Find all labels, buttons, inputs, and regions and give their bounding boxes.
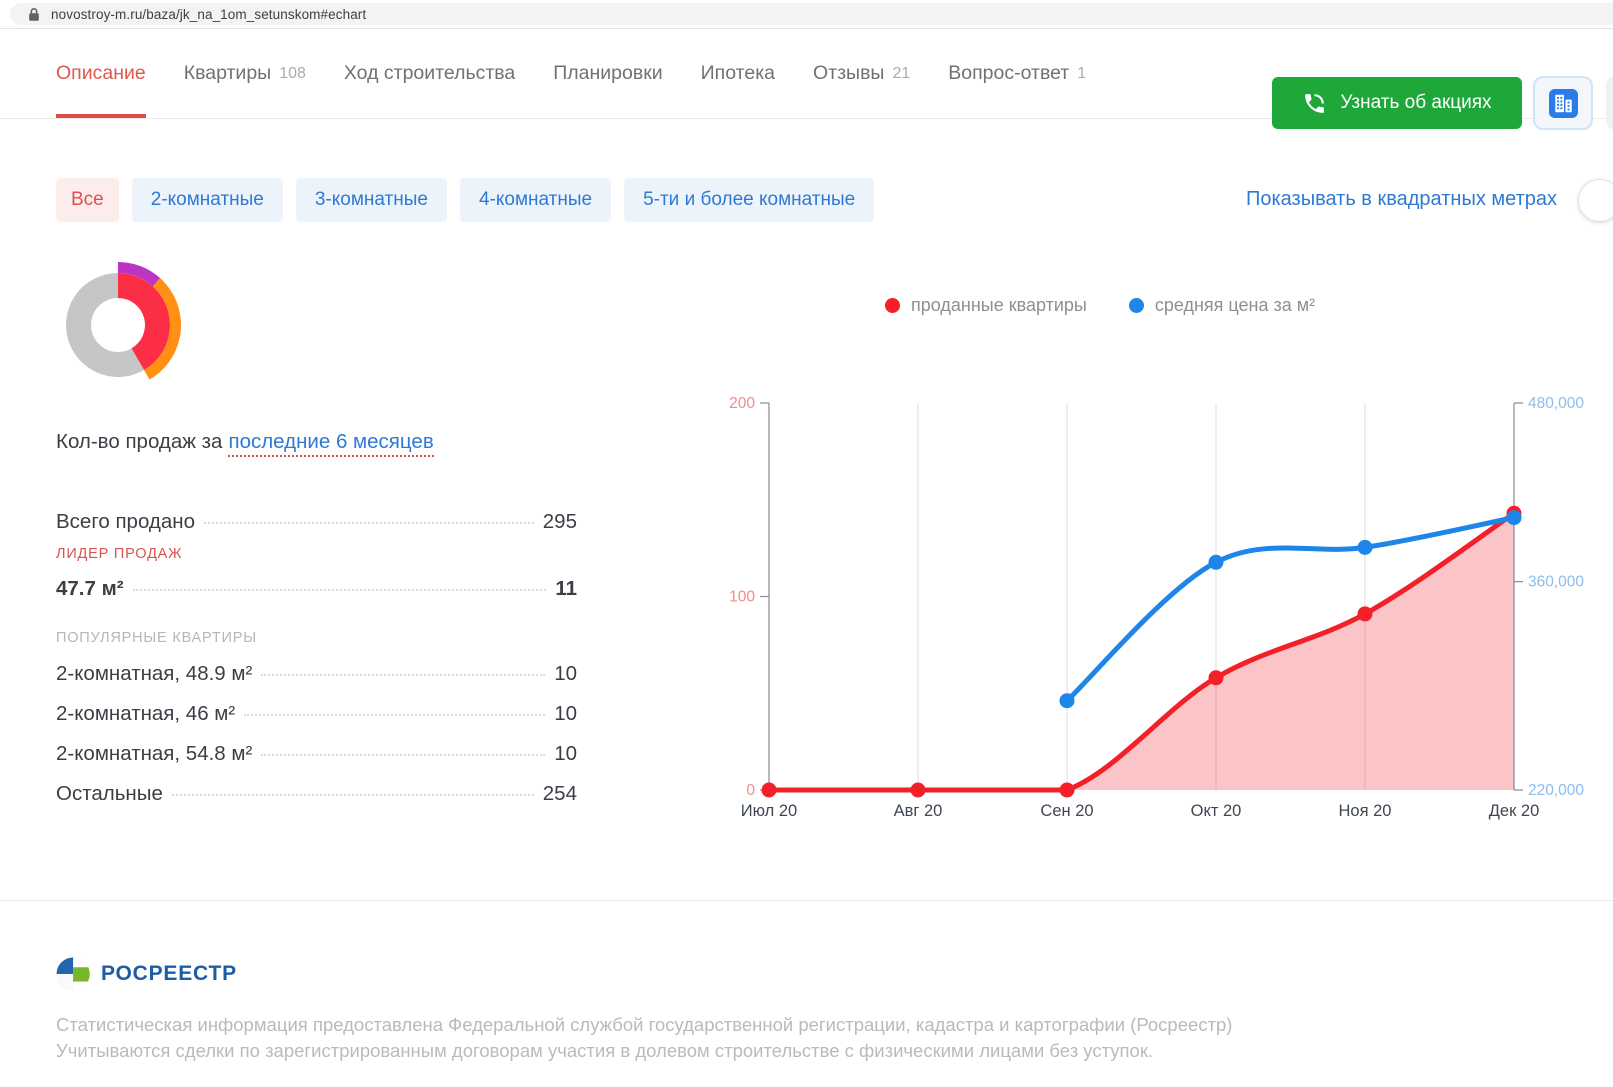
stats-title: Кол-во продаж за последние 6 месяцев xyxy=(56,430,577,457)
nav-tab-description[interactable]: Описание xyxy=(56,29,146,118)
leader-heading: ЛИДЕР ПРОДАЖ xyxy=(56,546,183,562)
filter-5plus-rooms[interactable]: 5-ти и более комнатные xyxy=(624,178,875,222)
dotted-leader xyxy=(171,794,534,796)
url-field[interactable]: novostroy-m.ru/baza/jk_na_1om_setunskom#… xyxy=(10,3,1613,25)
reviews-count-badge: 21 xyxy=(892,64,911,82)
dotted-leader xyxy=(261,674,546,676)
stat-row-total: Всего продано 295 xyxy=(56,510,577,533)
donut-segment-sold-share xyxy=(118,273,170,371)
period-link[interactable]: последние 6 месяцев xyxy=(228,430,434,457)
promo-button-label: Узнать об акциях xyxy=(1340,92,1492,113)
nav-tab-reviews[interactable]: Отзывы 21 xyxy=(813,62,911,84)
lock-icon xyxy=(29,7,39,21)
legend-item-avg-price[interactable]: средняя цена за м² xyxy=(1128,295,1315,316)
dotted-leader xyxy=(204,522,534,524)
chart-legend: проданные квартиры средняя цена за м² xyxy=(885,295,1315,316)
nav-tab-apartments[interactable]: Квартиры 108 xyxy=(183,62,306,84)
donut-segment-outer-purple xyxy=(118,262,161,287)
apartments-count-badge: 108 xyxy=(279,64,306,82)
nav-tab-mortgage[interactable]: Ипотека xyxy=(700,62,776,84)
filter-3-rooms[interactable]: 3-комнатные xyxy=(295,178,447,222)
stat-row-rest: Остальные 254 xyxy=(56,782,577,805)
svg-text:Июл 20: Июл 20 xyxy=(741,802,797,820)
rosreestr-brand-text: РОСРЕЕСТР xyxy=(101,962,237,985)
stat-row-popular: 2-комнатная, 48.9 м² 10 xyxy=(56,662,577,685)
svg-text:360,000: 360,000 xyxy=(1528,574,1584,591)
dotted-leader xyxy=(261,754,546,756)
stat-row-popular: 2-комнатная, 54.8 м² 10 xyxy=(56,742,577,765)
nav-tab-questions[interactable]: Вопрос-ответ 1 xyxy=(948,62,1087,84)
popular-heading: ПОПУЛЯРНЫЕ КВАРТИРЫ xyxy=(56,630,257,646)
browser-address-bar: novostroy-m.ru/baza/jk_na_1om_setunskom#… xyxy=(0,0,1613,29)
legend-dot-avg-price xyxy=(1128,298,1144,313)
rosreestr-logo-icon xyxy=(56,957,90,991)
filter-all[interactable]: Все xyxy=(56,178,119,222)
svg-text:Сен 20: Сен 20 xyxy=(1040,802,1093,820)
sales-stats-panel: Кол-во продаж за последние 6 месяцев Всег… xyxy=(56,430,577,806)
legend-dot-sold xyxy=(885,298,900,313)
url-text: novostroy-m.ru/baza/jk_na_1om_setunskom#… xyxy=(51,6,367,22)
legend-item-sold[interactable]: проданные квартиры xyxy=(885,295,1087,316)
units-toggle-label[interactable]: Показывать в квадратных метрах xyxy=(1245,188,1557,210)
svg-text:200: 200 xyxy=(729,395,755,412)
donut-segment-remaining-share xyxy=(66,273,144,377)
sales-price-chart: проданные квартиры средняя цена за м² 0 1… xyxy=(700,290,1613,830)
dotted-leader xyxy=(244,714,546,716)
nav-tabs: Описание Квартиры 108 Ход строительства П… xyxy=(56,29,1086,118)
svg-text:Окт 20: Окт 20 xyxy=(1191,802,1242,820)
filter-4-rooms[interactable]: 4-комнатные xyxy=(459,178,612,222)
nav-tab-layouts[interactable]: Планировки xyxy=(553,62,663,84)
top-navigation: Описание Квартиры 108 Ход строительства П… xyxy=(0,29,1613,130)
svg-text:480,000: 480,000 xyxy=(1528,395,1584,412)
promo-button[interactable]: Узнать об акциях xyxy=(1272,77,1522,129)
svg-text:0: 0 xyxy=(746,782,755,799)
room-filter-group: Все 2-комнатные 3-комнатные 4-комнатные … xyxy=(56,178,875,222)
svg-text:Ноя 20: Ноя 20 xyxy=(1339,802,1392,820)
footer-divider xyxy=(0,900,1613,901)
stat-row-popular: 2-комнатная, 46 м² 10 xyxy=(56,702,577,725)
questions-count-badge: 1 xyxy=(1077,64,1087,82)
buildings-view-button[interactable] xyxy=(1533,76,1593,130)
svg-text:Авг 20: Авг 20 xyxy=(894,802,943,820)
svg-text:100: 100 xyxy=(729,589,755,606)
footer-note-line1: Статистическая информация предоставлена … xyxy=(56,1014,1233,1035)
nav-tab-construction-progress[interactable]: Ход строительства xyxy=(343,62,516,84)
filter-2-rooms[interactable]: 2-комнатные xyxy=(131,178,283,222)
stat-row-leader: 47.7 м² 11 xyxy=(56,577,577,600)
building-icon xyxy=(1548,88,1578,118)
rosreestr-footer: РОСРЕЕСТР Статистическая информация пред… xyxy=(56,953,1516,1064)
sales-donut-chart xyxy=(53,260,183,390)
svg-text:Дек 20: Дек 20 xyxy=(1489,802,1540,820)
rosreestr-brand: РОСРЕЕСТР xyxy=(56,953,1516,995)
phone-icon xyxy=(1305,93,1325,113)
donut-segment-outer-orange xyxy=(144,278,182,380)
next-action-button-clipped[interactable] xyxy=(1606,76,1613,130)
chart-canvas[interactable]: 0 100 200 220,000 360,000 480,000 Июл 20 Авг 20… xyxy=(700,383,1613,828)
units-toggle-switch[interactable] xyxy=(1578,179,1613,222)
footer-note-line2: Учитываются сделки по зарегистрированным… xyxy=(56,1040,1154,1061)
dotted-leader xyxy=(132,589,547,591)
svg-text:220,000: 220,000 xyxy=(1528,782,1584,799)
